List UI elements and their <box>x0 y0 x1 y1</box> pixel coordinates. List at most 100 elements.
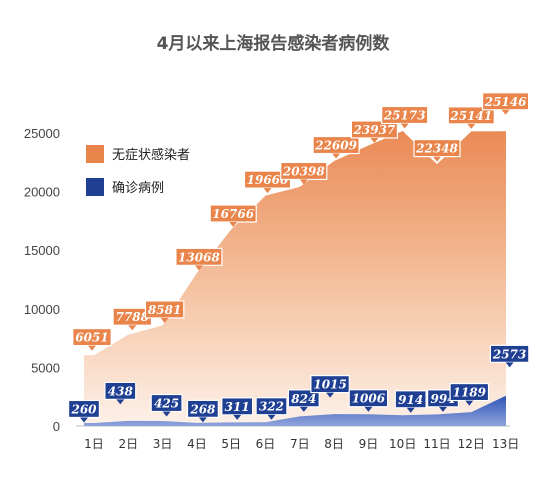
asymptomatic-value-label: 19660 <box>243 170 292 194</box>
asymptomatic-value-label-pointer <box>229 222 238 228</box>
confirmed-value-label-pointer <box>439 406 447 412</box>
y-tick-label: 25000 <box>24 126 60 141</box>
confirmed-value-label-pointer <box>233 414 242 420</box>
asymptomatic-value-label-pointer <box>88 345 96 351</box>
asymptomatic-value-label: 13068 <box>175 247 223 271</box>
area-layer <box>84 130 506 426</box>
confirmed-value-label-text: 914 <box>398 393 423 407</box>
asymptomatic-value-label-pointer <box>263 188 272 194</box>
confirmed-value-label: 1015 <box>310 375 350 398</box>
x-tick-label: 12日 <box>458 437 485 451</box>
x-tick-label: 13日 <box>492 437 519 451</box>
x-tick-label: 3日 <box>153 437 173 451</box>
asymptomatic-value-label-pointer <box>400 123 409 129</box>
confirmed-value-label: 322 <box>255 397 288 420</box>
confirmed-value-label-pointer <box>116 399 125 405</box>
legend-swatch <box>86 178 104 196</box>
confirmed-value-label-text: 438 <box>108 384 134 398</box>
asymptomatic-value-label-box <box>175 247 223 266</box>
confirmed-value-label: 425 <box>150 393 183 417</box>
confirmed-value-label: 1006 <box>348 389 389 412</box>
series-confirmed-area <box>84 395 506 426</box>
asymptomatic-value-label: 23937 <box>350 120 398 143</box>
confirmed-value-label-text: 2573 <box>492 347 526 361</box>
confirmed-value-label-text: 268 <box>189 402 216 416</box>
asymptomatic-value-label-pointer <box>194 265 203 271</box>
confirmed-value-label-text: 1015 <box>313 378 346 392</box>
x-tick-label: 4日 <box>187 437 207 451</box>
asymptomatic-value-label-text: 25173 <box>383 108 426 122</box>
x-tick-label: 11日 <box>423 437 450 451</box>
x-tick-label: 9日 <box>359 437 379 451</box>
confirmed-value-label-text: 425 <box>154 397 179 411</box>
asymptomatic-value-label-text: 22348 <box>415 142 458 156</box>
confirmed-value-label-pointer <box>406 407 415 413</box>
confirmed-value-label-pointer <box>465 400 474 406</box>
asymptomatic-value-label: 16766 <box>209 204 257 228</box>
asymptomatic-value-label: 20398 <box>280 161 328 185</box>
confirmed-value-label-pointer <box>299 406 308 412</box>
confirmed-value-label: 438 <box>104 381 137 405</box>
confirmed-value-label: 824 <box>287 389 320 412</box>
series-asymptomatic-area <box>84 130 506 426</box>
asymptomatic-value-label-pointer <box>332 153 341 159</box>
confirmed-value-label-pointer <box>198 417 207 423</box>
asymptomatic-value-label: 6051 <box>72 327 112 351</box>
y-tick-label: 15000 <box>24 243 60 258</box>
confirmed-value-label: 268 <box>186 399 219 423</box>
confirmed-value-label-text: 824 <box>291 392 316 406</box>
asymptomatic-value-label: 25173 <box>381 105 429 129</box>
confirmed-value-label-pointer <box>267 414 276 420</box>
x-tick-label: 5日 <box>221 437 241 451</box>
confirmed-value-label-text: 311 <box>225 400 250 414</box>
x-tick-label: 8日 <box>324 437 344 451</box>
confirmed-value-label-text: 322 <box>259 400 284 414</box>
asymptomatic-value-label: 8581 <box>144 300 185 323</box>
x-tick-label: 6日 <box>256 437 276 451</box>
confirmed-value-label: 311 <box>221 397 254 420</box>
asymptomatic-value-label-text: 25146 <box>484 95 527 109</box>
confirmed-value-label-text: 1006 <box>352 392 386 406</box>
asymptomatic-value-label-text: 8581 <box>148 303 181 317</box>
asymptomatic-value-label: 25146 <box>482 92 530 115</box>
asymptomatic-value-label-text: 23937 <box>353 123 396 137</box>
asymptomatic-value-label-text: 6051 <box>75 331 108 345</box>
x-tick-label: 7日 <box>290 437 310 451</box>
asymptomatic-value-label-text: 20398 <box>282 164 325 178</box>
asymptomatic-value-label-pointer <box>128 325 137 331</box>
confirmed-value-label-pointer <box>80 417 88 423</box>
asymptomatic-value-label: 22609 <box>312 135 360 159</box>
chart-title: 4月以来上海报告感染者病例数 <box>157 33 391 54</box>
asymptomatic-value-label-text: 13068 <box>178 250 220 264</box>
confirmed-value-label-pointer <box>364 406 373 412</box>
confirmed-value-label: 2573 <box>489 344 530 368</box>
confirmed-value-label-text: 994 <box>430 392 455 406</box>
x-tick-label: 10日 <box>389 437 416 451</box>
y-tick-label: 20000 <box>24 185 60 200</box>
asymptomatic-value-label-text: 25141 <box>449 109 492 123</box>
asymptomatic-value-label-pointer <box>299 179 308 185</box>
confirmed-value-label-text: 1189 <box>453 386 487 400</box>
x-tick-label: 2日 <box>118 437 138 451</box>
asymptomatic-value-label-pointer <box>501 109 510 115</box>
asymptomatic-value-label-pointer <box>467 123 476 129</box>
legend-swatch <box>86 145 104 163</box>
confirmed-value-label-pointer <box>505 362 514 368</box>
y-tick-label: 5000 <box>31 360 60 375</box>
x-tick-label: 1日 <box>84 437 104 451</box>
confirmed-value-label-text: 260 <box>70 402 97 416</box>
confirmed-value-label: 1189 <box>449 382 490 406</box>
asymptomatic-value-label-pointer <box>160 317 169 323</box>
y-tick-label: 10000 <box>24 302 60 317</box>
y-tick-label: 0 <box>53 419 60 434</box>
asymptomatic-value-label-pointer <box>370 137 379 143</box>
axis-layer: 0 5000 10000 15000 20000 25000 1日 2日 3日 4日 5日 6日 7日 8… <box>24 126 519 451</box>
confirmed-value-label-pointer <box>326 392 335 398</box>
asymptomatic-value-label-text: 16766 <box>212 207 254 221</box>
asymptomatic-value-label: 22348 <box>413 138 461 162</box>
confirmed-value-label: 914 <box>394 390 427 413</box>
legend-label: 无症状感染者 <box>112 147 190 163</box>
